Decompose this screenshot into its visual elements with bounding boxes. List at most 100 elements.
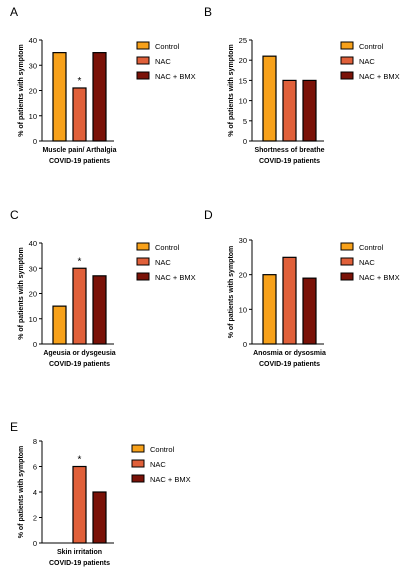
y-tick-label: 10 (239, 305, 247, 314)
y-tick-label: 40 (29, 239, 37, 248)
y-tick-label: 5 (243, 117, 247, 126)
significance-marker: * (78, 455, 82, 466)
panel-letter: A (10, 5, 19, 19)
y-tick-label: 2 (33, 514, 37, 523)
bar-nac (72, 465, 87, 544)
bar-nac-bmx (302, 277, 317, 345)
legend-swatch-control (136, 242, 150, 251)
y-tick-label: 4 (33, 488, 37, 497)
y-axis-label: % of patients with symptom (18, 247, 25, 340)
x-axis-label: Ageusia or dysgeusia (43, 350, 115, 357)
panel-c: C 0 10 20 30 40 % of patients with symptom * Ag… (0, 203, 210, 388)
x-axis-label: Shortness of breathe (254, 147, 324, 154)
bar-nac-bmx (92, 491, 107, 544)
legend-label: Control (155, 42, 180, 51)
panel-letter: E (10, 420, 19, 434)
significance-marker: * (78, 76, 82, 87)
legend-swatch-nac-bmx (131, 474, 145, 483)
bar-chart-a: 0 10 20 30 40 % of patients with symptom * Musc… (18, 36, 196, 165)
y-tick-label: 30 (29, 61, 37, 70)
legend-label: NAC + BMX (155, 72, 196, 81)
panel-b: B 0 5 10 15 20 25 % of patients with symptom Sh… (200, 0, 417, 185)
legend-swatch-control (131, 444, 145, 453)
y-axis-label: % of patients with symptom (228, 44, 235, 137)
legend-label: NAC (155, 258, 171, 267)
legend-swatch-nac-bmx (340, 272, 354, 281)
legend-swatch-control (136, 41, 150, 50)
legend-label: Control (155, 243, 180, 252)
panel-letter: D (204, 208, 213, 222)
panel-a: A 0 10 20 30 40 % of patients with symptom * Mu… (0, 0, 210, 185)
panel-letter: B (204, 5, 213, 19)
legend-label: Control (359, 42, 384, 51)
y-tick-label: 15 (239, 76, 247, 85)
bar-chart-d: 0 10 20 30 % of patients with symptom Anosmia… (228, 236, 400, 368)
y-tick-label: 20 (239, 56, 247, 65)
legend-swatch-nac (136, 257, 150, 266)
legend-swatch-nac-bmx (136, 272, 150, 281)
legend-label: Control (150, 445, 175, 454)
x-axis-sublabel: COVID-19 patients (259, 158, 320, 165)
y-tick-label: 0 (33, 539, 37, 548)
bar-nac (72, 267, 87, 345)
x-axis-sublabel: COVID-19 patients (49, 361, 110, 368)
y-tick-label: 30 (29, 264, 37, 273)
legend-label: NAC (359, 258, 375, 267)
panel-d: D 0 10 20 30 % of patients with symptom Anosm… (200, 203, 417, 388)
x-axis-label: Anosmia or dysosmia (253, 350, 326, 357)
legend-label: NAC (359, 57, 375, 66)
x-axis-label: Skin irritation (57, 549, 102, 556)
legend-label: NAC + BMX (155, 273, 196, 282)
y-tick-label: 40 (29, 36, 37, 45)
y-tick-label: 20 (239, 271, 247, 280)
y-tick-label: 0 (33, 340, 37, 349)
y-axis-label: % of patients with symptom (228, 246, 235, 339)
legend-swatch-nac (136, 56, 150, 65)
legend-label: Control (359, 243, 384, 252)
legend-swatch-nac-bmx (340, 71, 354, 80)
bar-chart-e: 0 2 4 6 8 % of patients with symptom * Skin irr… (18, 437, 191, 567)
y-tick-label: 6 (33, 463, 37, 472)
legend-label: NAC + BMX (359, 72, 400, 81)
bar-nac (282, 79, 297, 142)
legend-swatch-control (340, 41, 354, 50)
bar-chart-c: 0 10 20 30 40 % of patients with symptom * Ageu… (18, 239, 196, 368)
bar-nac (72, 87, 87, 142)
x-axis-label: Muscle pain/ Arthalgia (42, 147, 116, 154)
panel-e: E 0 2 4 6 8 % of patients with symptom * Skin i… (0, 415, 210, 573)
legend-label: NAC (150, 460, 166, 469)
legend-swatch-nac (340, 257, 354, 266)
y-tick-label: 0 (33, 137, 37, 146)
y-tick-label: 25 (239, 36, 247, 45)
y-tick-label: 10 (29, 112, 37, 121)
bar-nac-bmx (92, 52, 107, 142)
legend-swatch-nac (340, 56, 354, 65)
bar-control (262, 55, 277, 142)
bar-nac-bmx (302, 79, 317, 142)
legend-label: NAC + BMX (359, 273, 400, 282)
legend-swatch-nac (131, 459, 145, 468)
y-axis-label: % of patients with symptom (18, 44, 25, 137)
panel-letter: C (10, 208, 19, 222)
legend-swatch-control (340, 242, 354, 251)
y-tick-label: 20 (29, 290, 37, 299)
legend-label: NAC + BMX (150, 475, 191, 484)
bar-control (52, 52, 67, 142)
bar-control (52, 305, 67, 345)
bar-control (262, 274, 277, 345)
y-tick-label: 30 (239, 236, 247, 245)
y-tick-label: 0 (243, 137, 247, 146)
y-tick-label: 20 (29, 87, 37, 96)
significance-marker: * (78, 256, 82, 267)
legend-swatch-nac-bmx (136, 71, 150, 80)
x-axis-sublabel: COVID-19 patients (49, 560, 110, 567)
bar-nac (282, 256, 297, 345)
y-axis-label: % of patients with symptom (18, 446, 25, 539)
y-tick-label: 8 (33, 437, 37, 446)
legend-label: NAC (155, 57, 171, 66)
bar-nac-bmx (92, 275, 107, 345)
x-axis-sublabel: COVID-19 patients (49, 158, 110, 165)
x-axis-sublabel: COVID-19 patients (259, 361, 320, 368)
y-tick-label: 10 (239, 97, 247, 106)
y-tick-label: 0 (243, 340, 247, 349)
